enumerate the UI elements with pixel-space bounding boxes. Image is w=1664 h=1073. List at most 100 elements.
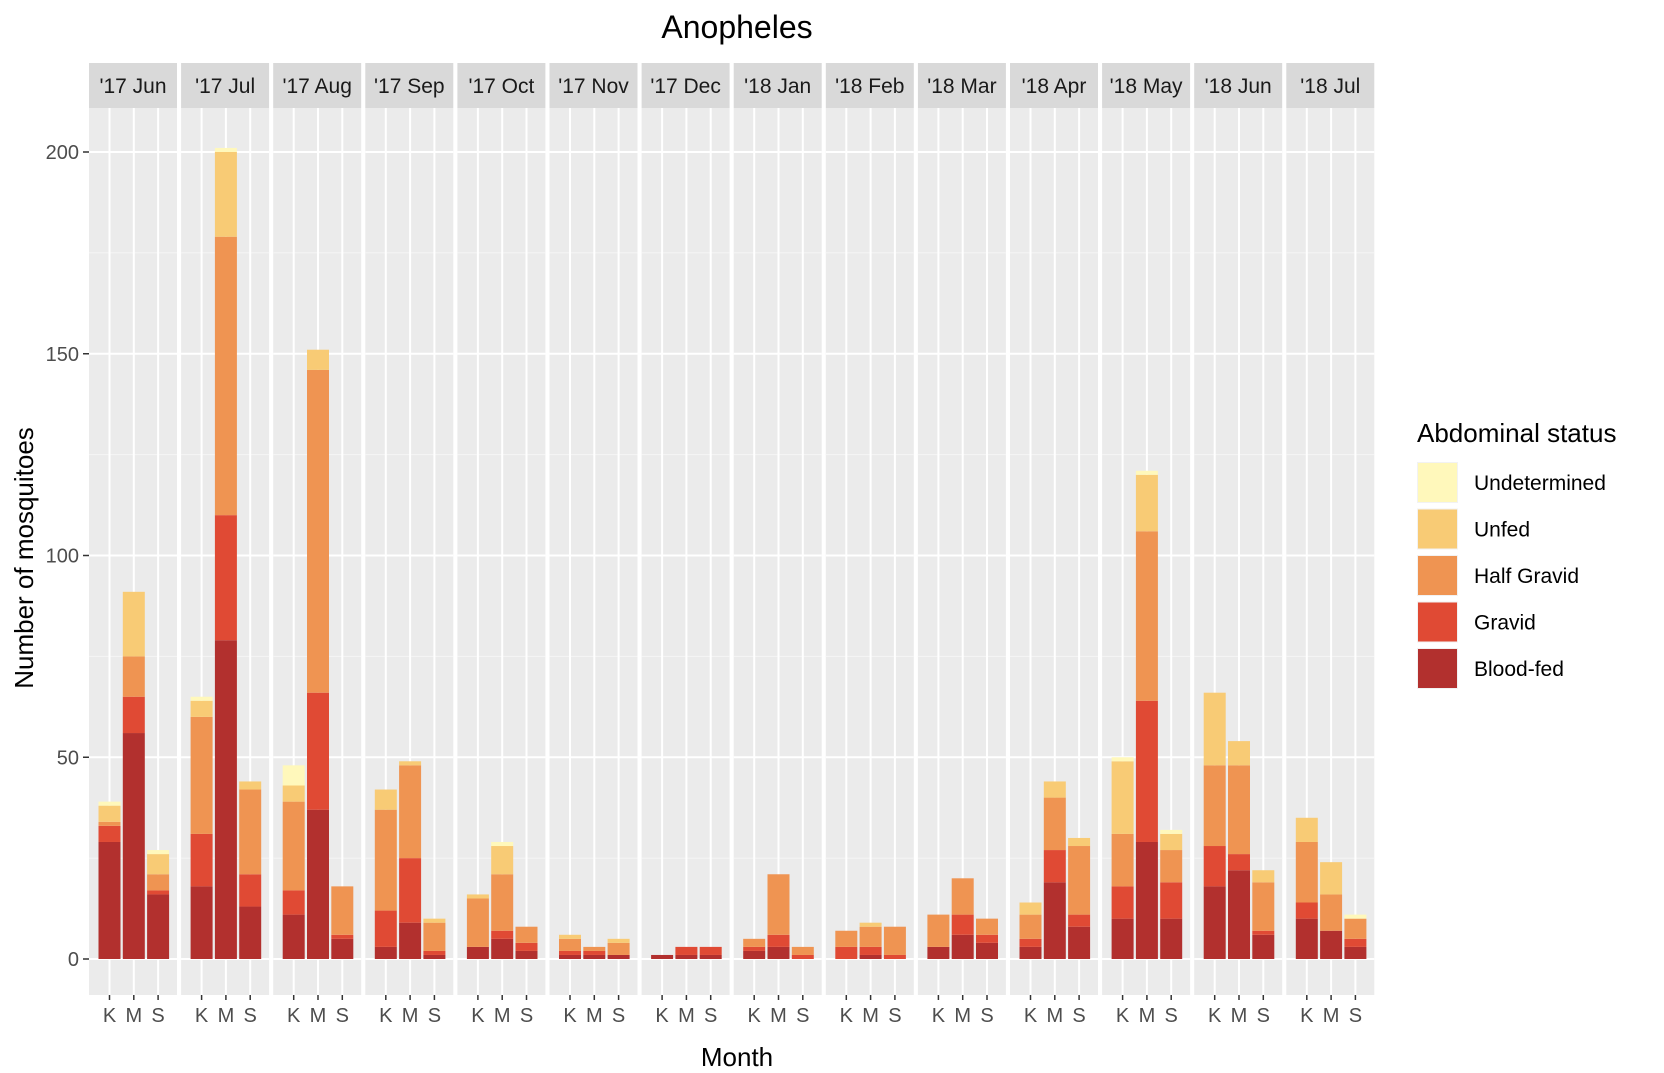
bar-segment-blood-fed: [399, 922, 422, 959]
bar-segment-gravid: [1068, 914, 1091, 927]
x-tick-label: K: [287, 1005, 301, 1027]
bar-segment-gravid: [583, 950, 606, 955]
y-tick-label: 200: [46, 142, 79, 164]
x-tick-label: S: [428, 1005, 441, 1027]
x-tick-label: K: [655, 1005, 669, 1027]
x-tick-label: M: [218, 1005, 235, 1027]
bar-segment-blood-fed: [559, 954, 581, 959]
legend-key: [1418, 463, 1457, 502]
bar-segment-half-gravid: [1295, 841, 1318, 903]
facet-strip: [1010, 63, 1098, 108]
bar-segment-blood-fed: [767, 946, 790, 959]
bar-segment-half-gravid: [214, 236, 237, 516]
bar-segment-half-gravid: [1160, 850, 1183, 883]
bar-segment-half-gravid: [239, 789, 262, 875]
x-tick-label: K: [840, 1005, 854, 1027]
facet-strip: [457, 63, 546, 108]
x-tick-label: S: [336, 1005, 349, 1027]
bar-segment-undetermined: [214, 147, 237, 152]
y-tick-label: 100: [46, 546, 79, 568]
facet-panel: '18 Feb K M S: [825, 63, 914, 1027]
bar-segment-blood-fed: [239, 906, 262, 959]
facet-panel: '18 Jan K M S: [733, 63, 822, 1027]
bar-segment-blood-fed: [466, 946, 489, 959]
bar-segment-blood-fed: [1344, 946, 1367, 959]
x-tick-label: M: [1231, 1005, 1248, 1027]
bar-segment-unfed: [1252, 870, 1275, 883]
x-tick-label: S: [796, 1005, 809, 1027]
bar-segment-half-gravid: [883, 926, 906, 955]
x-tick-label: M: [770, 1005, 787, 1027]
facet-panel: '17 Sep K M S: [365, 63, 454, 1027]
bar-segment-gravid: [423, 950, 446, 955]
facet-panel: '18 Mar K M S: [917, 63, 1006, 1027]
bar-segment-gravid: [1295, 902, 1318, 919]
bar-segment-unfed: [214, 152, 237, 237]
legend-key: [1418, 509, 1457, 549]
bar-segment-gravid: [331, 934, 354, 939]
facet-label: '18 Jun: [1205, 75, 1272, 98]
facet-strip: [825, 63, 914, 108]
bar-segment-gravid: [791, 954, 814, 959]
facet-strip: [181, 63, 270, 108]
bar-segment-gravid: [1135, 700, 1158, 842]
bar-segment-unfed: [282, 785, 305, 802]
x-tick-label: K: [932, 1005, 946, 1027]
facet-strip: [365, 63, 454, 108]
bar-segment-unfed: [190, 700, 213, 717]
x-tick-label: S: [244, 1005, 257, 1027]
x-tick-label: K: [103, 1005, 117, 1027]
bar-segment-blood-fed: [1043, 882, 1066, 959]
bar-segment-half-gravid: [559, 938, 581, 951]
bar-segment-undetermined: [1160, 829, 1183, 834]
legend-label: Gravid: [1474, 612, 1536, 635]
bar-segment-blood-fed: [331, 938, 354, 959]
legend-label: Half Gravid: [1474, 565, 1579, 588]
bar-segment-gravid: [675, 946, 698, 955]
bar-segment-gravid: [1228, 854, 1250, 871]
bar-segment-half-gravid: [1043, 797, 1066, 851]
bar-segment-unfed: [1203, 692, 1226, 766]
bar-segment-unfed: [147, 854, 170, 875]
bar-segment-unfed: [423, 918, 446, 923]
bar-segment-gravid: [883, 954, 906, 959]
x-tick-label: M: [1046, 1005, 1063, 1027]
facet-label: '18 Jul: [1300, 75, 1360, 98]
bar-segment-gravid: [976, 934, 998, 943]
x-tick-label: M: [1139, 1005, 1156, 1027]
bar-segment-gravid: [559, 950, 581, 955]
bar-segment-gravid: [835, 946, 858, 959]
bar-segment-half-gravid: [98, 821, 121, 826]
legend: Abdominal status Undetermined Unfed Half G…: [1417, 418, 1616, 689]
bar-segment-half-gravid: [767, 874, 790, 935]
bar-segment-blood-fed: [976, 942, 998, 959]
bar-segment-half-gravid: [1135, 531, 1158, 701]
bar-segment-gravid: [282, 890, 305, 915]
bar-segment-unfed: [607, 938, 630, 943]
x-tick-label: K: [1300, 1005, 1314, 1027]
x-tick-label: K: [195, 1005, 209, 1027]
bar-segment-half-gravid: [1111, 833, 1134, 887]
bar-segment-half-gravid: [122, 656, 145, 697]
bar-segment-half-gravid: [583, 946, 606, 951]
bar-segment-half-gravid: [1203, 765, 1226, 847]
bar-segment-half-gravid: [1320, 894, 1343, 931]
facet-strip: [549, 63, 638, 108]
bar-segment-blood-fed: [1228, 870, 1250, 959]
x-tick-label: M: [310, 1005, 327, 1027]
facet-panel: '18 May K M S: [1102, 63, 1191, 1027]
bar-segment-unfed: [98, 805, 121, 822]
bar-segment-gravid: [214, 515, 237, 641]
y-axis-title: Number of mosquitoes: [9, 427, 39, 689]
bar-segment-half-gravid: [466, 898, 489, 947]
bar-segment-undetermined: [147, 850, 170, 855]
bar-segment-gravid: [190, 833, 213, 887]
facet-strip: [641, 63, 730, 108]
chart-title: Anopheles: [661, 9, 812, 45]
facet-label: '17 Jun: [99, 75, 166, 98]
bar-segment-half-gravid: [374, 809, 397, 911]
bar-segment-blood-fed: [1160, 918, 1183, 959]
bar-segment-half-gravid: [147, 874, 170, 891]
bar-segment-undetermined: [282, 765, 305, 786]
bar-segment-blood-fed: [147, 894, 170, 959]
